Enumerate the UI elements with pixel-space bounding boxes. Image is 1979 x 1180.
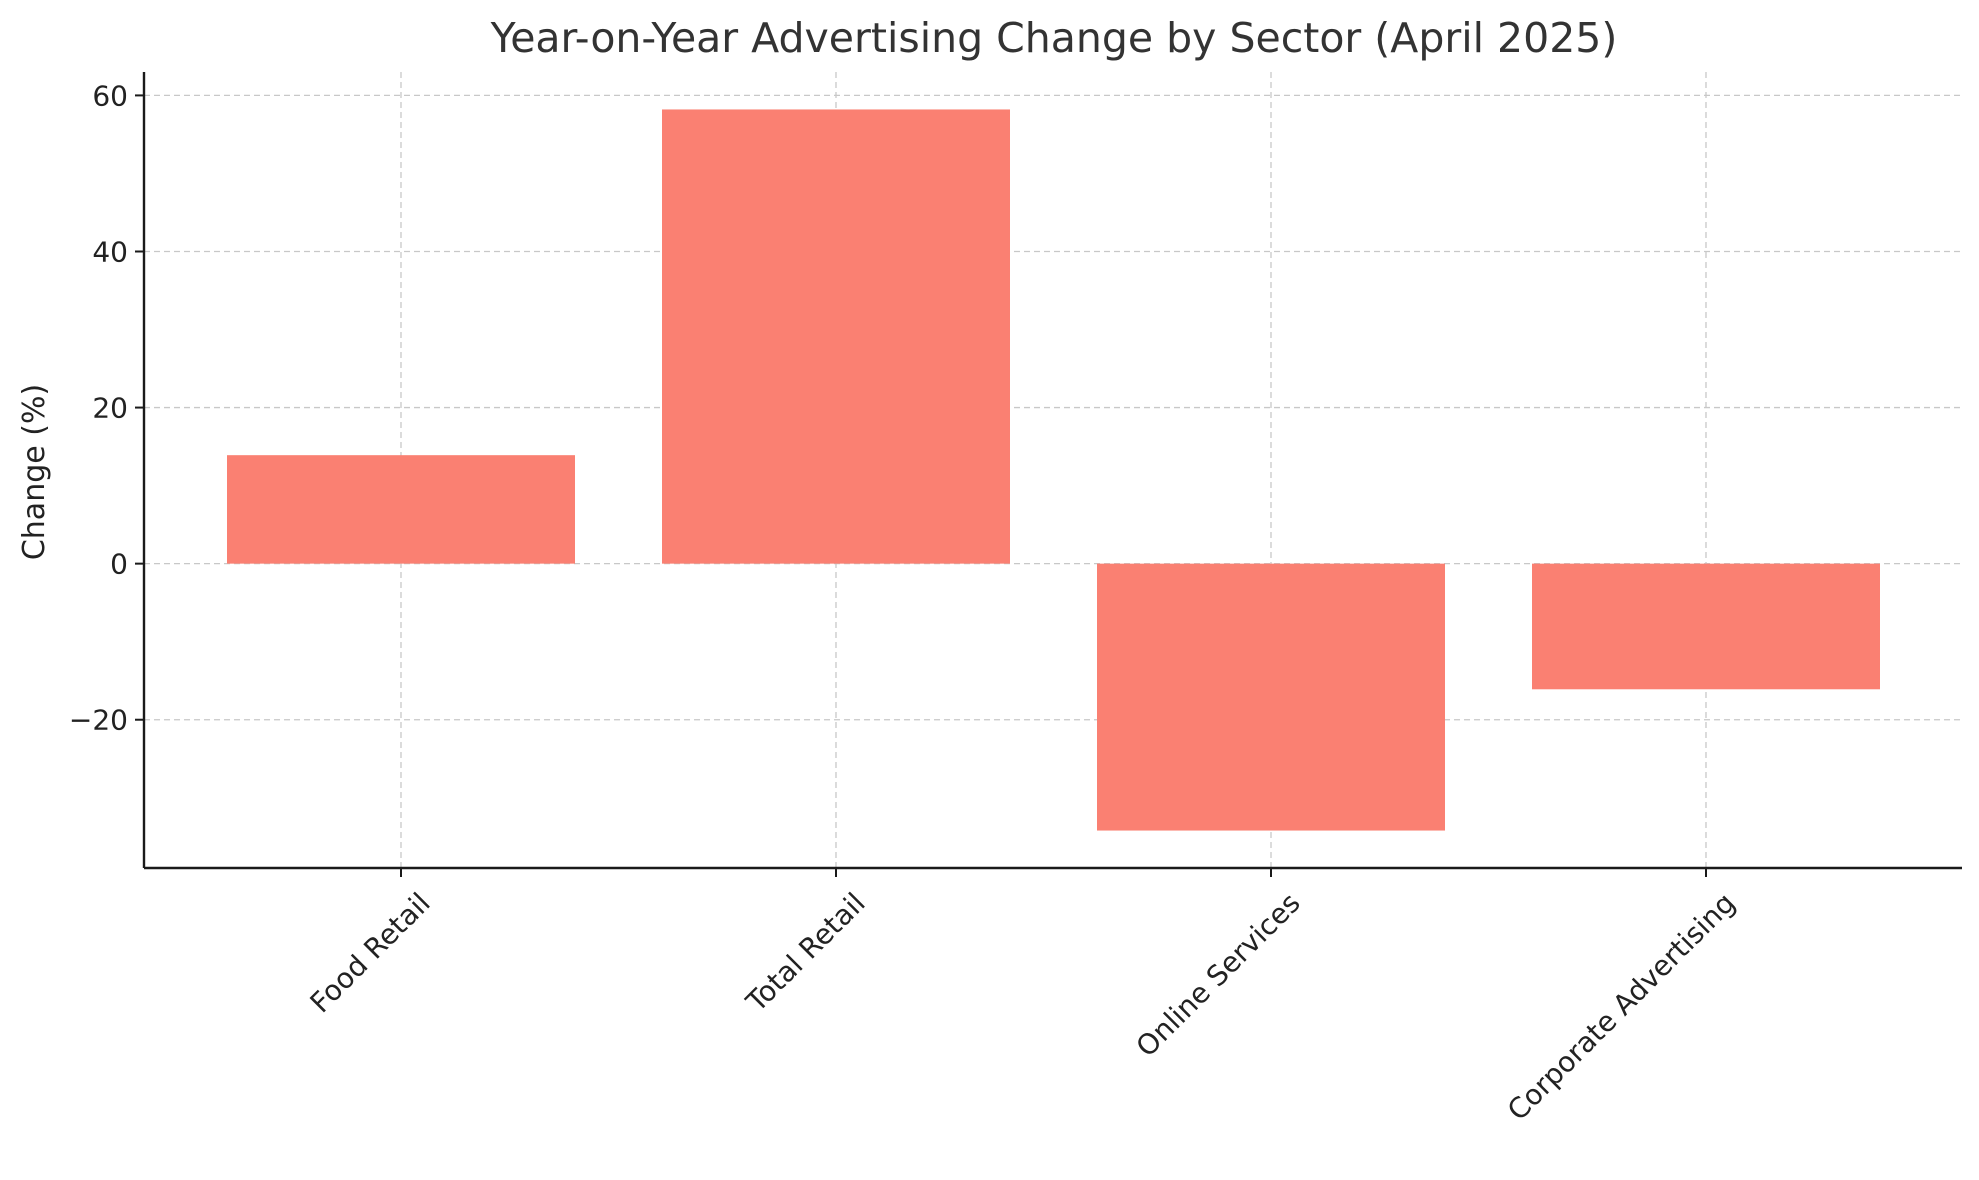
bar-online-services — [1097, 563, 1445, 831]
x-tick-label: Food Retail — [304, 886, 437, 1019]
bar-total-retail — [662, 109, 1010, 564]
bar-food-retail — [227, 455, 575, 564]
y-tick-label: −20 — [69, 704, 128, 737]
y-tick-label: 40 — [92, 235, 128, 268]
bars — [227, 109, 1880, 831]
y-tick-label: 60 — [92, 79, 128, 112]
x-tick-label: Corporate Advertising — [1501, 886, 1742, 1127]
bar-corporate-advertising — [1532, 563, 1880, 690]
x-tick-label: Online Services — [1130, 886, 1307, 1063]
y-axis-label: Change (%) — [17, 384, 52, 560]
x-tick-label: Total Retail — [739, 886, 872, 1019]
y-tick-label: 20 — [92, 392, 128, 425]
axes — [135, 72, 1962, 877]
chart-title: Year-on-Year Advertising Change by Secto… — [490, 14, 1618, 62]
y-tick-label: 0 — [110, 548, 128, 581]
